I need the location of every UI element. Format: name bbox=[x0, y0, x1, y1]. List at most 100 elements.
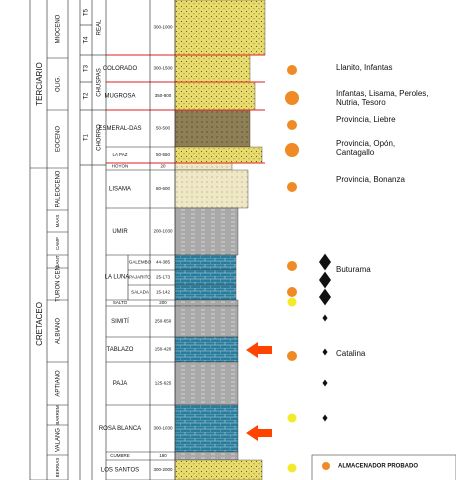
lithology bbox=[174, 305, 239, 338]
field-label-line: Provincia, Opón, bbox=[336, 139, 395, 148]
reservoir-marker bbox=[287, 413, 297, 423]
formation-name: ESMERAL-DAS bbox=[98, 126, 141, 132]
lithology bbox=[174, 336, 239, 363]
vertical-label: ALBIANO bbox=[56, 318, 62, 344]
reservoir-marker bbox=[287, 65, 297, 75]
lithology bbox=[174, 451, 239, 461]
lithology bbox=[174, 459, 263, 480]
lithology bbox=[174, 54, 251, 83]
vertical-label: APTIANO bbox=[56, 370, 62, 397]
vertical-label: T2 bbox=[84, 92, 90, 100]
column: TERCIARIO CRETACEO MIOCENO OLIG. EOCENO PALEO… bbox=[29, 0, 429, 480]
lithology bbox=[174, 207, 239, 256]
thickness: 44-385 bbox=[156, 260, 171, 265]
field-label: Provincia, Liebre bbox=[336, 115, 396, 124]
field-label: Catalina bbox=[336, 349, 366, 358]
thickness: 180 bbox=[159, 453, 167, 458]
formation-name: LA LUNA bbox=[105, 275, 130, 281]
vertical-label: CRETACEO bbox=[35, 302, 44, 346]
source-marker bbox=[322, 379, 328, 387]
arrow bbox=[246, 425, 272, 441]
lithology bbox=[174, 109, 251, 148]
formation-name: HOYON bbox=[112, 164, 129, 169]
source-marker bbox=[319, 288, 331, 306]
field-label-line: Infantas, Lisama, Peroles, bbox=[336, 89, 429, 98]
vertical-label: VALANG bbox=[56, 428, 62, 452]
vertical-label: CHUSPAS bbox=[97, 68, 103, 97]
formation-name: ROSA BLANCA bbox=[99, 426, 141, 432]
reservoir-marker bbox=[285, 143, 299, 157]
thickness: 20 bbox=[160, 164, 166, 169]
vertical-label: MAAS bbox=[55, 215, 60, 228]
vertical-label: SANT bbox=[55, 255, 60, 267]
formation-name: LISAMA bbox=[109, 187, 131, 193]
formation-name: GALEMBO bbox=[129, 260, 152, 265]
reservoir-marker bbox=[287, 351, 297, 361]
reservoir-marker bbox=[285, 91, 299, 105]
reservoir-marker bbox=[287, 297, 297, 307]
source-marker bbox=[319, 271, 331, 289]
reservoir-marker bbox=[287, 120, 297, 130]
field-label: Provincia, Bonanza bbox=[336, 175, 405, 184]
thickness: 200-1030 bbox=[153, 229, 173, 234]
vertical-label: CHORRO bbox=[97, 124, 103, 151]
thickness: 25-173 bbox=[156, 275, 171, 280]
lithology bbox=[174, 0, 266, 56]
formation-name: PAJA bbox=[113, 381, 128, 387]
vertical-label: T1 bbox=[84, 133, 90, 141]
legend: ALMACENADOR PROBADO bbox=[311, 454, 456, 480]
formation-name: MUGROSA bbox=[104, 94, 135, 100]
formation-name: LA PAZ bbox=[113, 152, 128, 157]
thickness: 250-650 bbox=[155, 319, 172, 324]
thickness: 150-420 bbox=[155, 347, 172, 352]
source-marker bbox=[322, 348, 328, 356]
field-label: Llanito, Infantas bbox=[336, 63, 392, 72]
vertical-label: BERRIAS bbox=[55, 458, 60, 478]
thickness: 300-1000 bbox=[153, 25, 173, 30]
formation-name: SALTO bbox=[113, 300, 128, 305]
thickness: 300-2000 bbox=[153, 467, 173, 472]
field-label: Infantas, Lisama, Peroles, Nutria, Tesoro bbox=[336, 89, 429, 107]
formation-name: LOS SANTOS bbox=[101, 468, 139, 474]
thickness: 50-550 bbox=[156, 152, 171, 157]
vertical-label: T4 bbox=[84, 36, 90, 44]
vertical-label: TURON CEN bbox=[56, 266, 62, 302]
lithology bbox=[174, 254, 237, 271]
arrows bbox=[246, 342, 272, 441]
field-label: Buturama bbox=[336, 265, 371, 274]
lithology bbox=[174, 81, 256, 111]
lithology bbox=[174, 146, 263, 164]
lithology bbox=[174, 361, 239, 406]
reservoir-marker bbox=[287, 287, 297, 297]
source-marker bbox=[319, 253, 331, 271]
legend-symbol bbox=[322, 462, 330, 470]
vertical-label: OLIG. bbox=[56, 76, 62, 92]
field-label: Provincia, Opón, Cantagallo bbox=[336, 139, 395, 157]
thickness: 200 bbox=[159, 300, 167, 305]
vertical-label: MIOCENO bbox=[56, 14, 62, 43]
lithology bbox=[174, 299, 239, 307]
source-marker bbox=[322, 414, 328, 422]
source-marker bbox=[322, 314, 328, 322]
thickness: 125-625 bbox=[155, 381, 172, 386]
vertical-label: REAL bbox=[97, 19, 103, 35]
formation-name: SIMITÍ bbox=[111, 318, 129, 325]
thickness: 300-1500 bbox=[153, 66, 173, 71]
field-label-line: Nutria, Tesoro bbox=[336, 98, 386, 107]
formation-name: TABLAZO bbox=[107, 347, 134, 353]
thickness: 300-1030 bbox=[153, 426, 173, 431]
thickness: 80-600 bbox=[156, 186, 171, 191]
vertical-label: CAMP bbox=[55, 237, 60, 250]
vertical-label: BARREM bbox=[55, 405, 60, 425]
lithology bbox=[174, 269, 237, 286]
lithology bbox=[174, 162, 233, 171]
field-label-line: Cantagallo bbox=[336, 148, 375, 157]
vertical-label: T5 bbox=[84, 8, 90, 16]
formation-name: SALADA bbox=[131, 290, 149, 295]
formation-name: PAJARITO bbox=[129, 275, 151, 280]
formation-name: COLORADO bbox=[103, 66, 138, 72]
formation-name: UMIR bbox=[112, 229, 128, 235]
vertical-label: PALEOCENO bbox=[56, 170, 62, 207]
vertical-label: T3 bbox=[84, 64, 90, 72]
lithology bbox=[174, 284, 237, 301]
